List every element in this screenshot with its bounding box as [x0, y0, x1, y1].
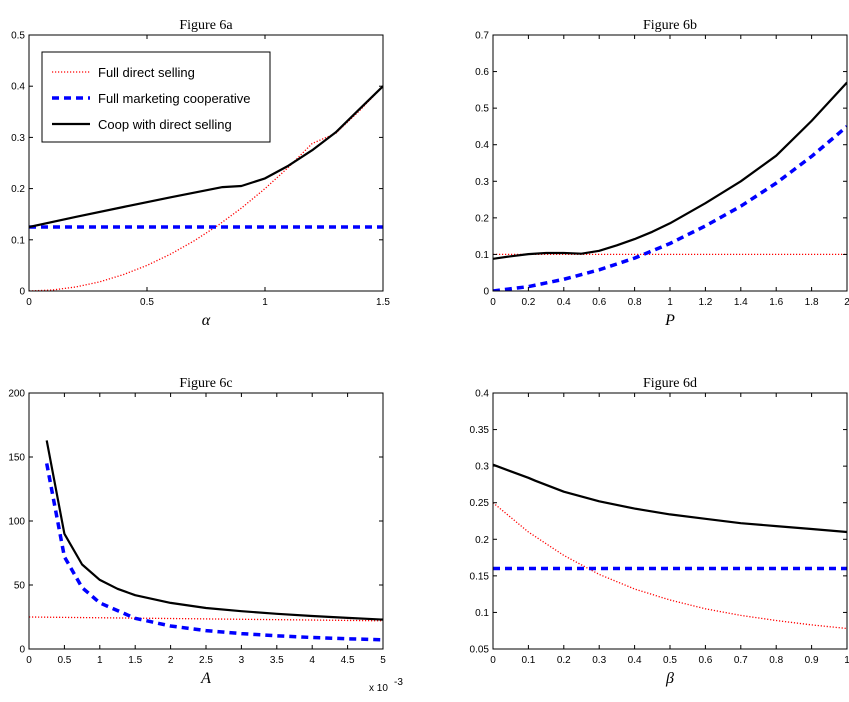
legend-label-full-marketing-cooperative: Full marketing cooperative [98, 91, 250, 106]
y-tick-label-a: 0.3 [11, 133, 25, 144]
y-tick-label-b: 0 [483, 287, 489, 298]
y-tick-label-b: 0.7 [475, 31, 489, 42]
x-tick-label-d: 1 [844, 655, 849, 666]
y-tick-label-d: 0.25 [470, 498, 490, 509]
x-tick-label-b: 0.2 [521, 297, 535, 308]
x-tick-label-c: 2 [168, 655, 174, 666]
x-tick-label-d: 0.5 [663, 655, 677, 666]
chart-title-c: Figure 6c [179, 376, 232, 391]
y-tick-label-b: 0.6 [475, 67, 489, 78]
x-tick-label-c: 2.5 [199, 655, 213, 666]
series-group-b [493, 81, 847, 291]
x-tick-label-d: 0.4 [628, 655, 642, 666]
axes-frame-c [28, 392, 384, 650]
x-tick-label-b: 1.2 [698, 297, 712, 308]
series-line-c-full-marketing-cooperative [44, 463, 383, 642]
series-line-c-full-direct-selling [29, 616, 383, 622]
x-axis-label-d: β [665, 670, 674, 687]
x-axis-exponent-c: x 10 [369, 683, 388, 694]
panel-d: Figure 6d 0 0.1 0.2 0.3 0.4 0.5 0.6 0.7 0.8 0.9 1 0.… [470, 376, 849, 687]
series-line-b-full-marketing-cooperative [493, 125, 847, 291]
y-tick-label-c: 200 [8, 389, 25, 400]
y-tick-label-b: 0.2 [475, 213, 489, 224]
y-tick-label-c: 0 [19, 645, 25, 656]
y-tick-label-c: 150 [8, 453, 25, 464]
series-line-d-coop-with-direct-selling [493, 463, 847, 534]
y-tick-label-a: 0.1 [11, 235, 25, 246]
y-tick-label-d: 0.4 [475, 389, 489, 400]
legend-label-full-direct-selling: Full direct selling [98, 65, 195, 80]
series-line-d-full-direct-selling [493, 502, 847, 630]
x-tick-label-b: 1.4 [734, 297, 748, 308]
x-tick-label-b: 0 [490, 297, 496, 308]
y-tick-label-a: 0 [19, 287, 25, 298]
x-tick-label-b: 1 [667, 297, 673, 308]
x-tick-label-c: 5 [380, 655, 386, 666]
chart-title-b: Figure 6b [643, 18, 697, 33]
y-tick-label-d: 0.15 [470, 571, 490, 582]
y-tick-label-d: 0.05 [470, 645, 490, 656]
x-tick-label-a: 1 [262, 297, 268, 308]
x-tick-label-d: 0.2 [557, 655, 571, 666]
series-group-c [29, 440, 383, 642]
series-group-a [29, 85, 383, 291]
x-tick-label-b: 0.4 [557, 297, 571, 308]
y-tick-label-d: 0.1 [475, 608, 489, 619]
y-tick-label-d: 0.35 [470, 425, 490, 436]
legend: Full direct selling Full marketing cooper… [41, 51, 271, 143]
panel-b: Figure 6b 0 0.2 0.4 0.6 0.8 1 1.2 1.4 1.6 1.8 2 0 0.1… [475, 18, 849, 329]
x-tick-label-d: 0.7 [734, 655, 748, 666]
y-tick-label-b: 0.3 [475, 177, 489, 188]
y-tick-label-b: 0.5 [475, 104, 489, 115]
x-tick-label-c: 1.5 [128, 655, 142, 666]
x-tick-label-d: 0.6 [698, 655, 712, 666]
x-tick-label-a: 1.5 [376, 297, 390, 308]
y-tick-label-a: 0.2 [11, 184, 25, 195]
series-line-a-coop-with-direct-selling [29, 85, 383, 229]
series-group-d [493, 463, 847, 630]
x-tick-label-c: 3 [239, 655, 245, 666]
axes-frame-d [492, 392, 848, 650]
x-axis-label-c: A [200, 670, 211, 687]
x-tick-label-b: 0.8 [628, 297, 642, 308]
legend-label-coop-with-direct-selling: Coop with direct selling [98, 117, 232, 132]
chart-title-a: Figure 6a [179, 18, 233, 33]
x-tick-label-c: 0.5 [57, 655, 71, 666]
x-axis-exponent-power-c: -3 [394, 677, 403, 688]
x-tick-label-c: 0 [26, 655, 32, 666]
x-tick-label-b: 2 [844, 297, 849, 308]
x-tick-label-c: 3.5 [270, 655, 284, 666]
x-tick-label-d: 0.8 [769, 655, 783, 666]
series-line-b-coop-with-direct-selling [493, 81, 847, 260]
x-tick-label-d: 0.1 [521, 655, 535, 666]
x-tick-label-a: 0 [26, 297, 32, 308]
x-tick-label-c: 1 [97, 655, 103, 666]
y-tick-label-a: 0.4 [11, 82, 25, 93]
y-tick-label-d: 0.3 [475, 462, 489, 473]
x-tick-label-b: 1.8 [805, 297, 819, 308]
y-tick-label-b: 0.4 [475, 140, 489, 151]
y-tick-label-b: 0.1 [475, 250, 489, 261]
chart-title-d: Figure 6d [643, 376, 697, 391]
y-tick-label-d: 0.2 [475, 535, 489, 546]
y-tick-label-a: 0.5 [11, 31, 25, 42]
x-axis-label-a: α [202, 312, 211, 329]
series-line-c-coop-with-direct-selling [45, 440, 383, 621]
axes-frame-a [28, 34, 384, 292]
y-tick-label-c: 100 [8, 517, 25, 528]
x-tick-label-d: 0.9 [805, 655, 819, 666]
x-tick-label-a: 0.5 [140, 297, 154, 308]
x-tick-label-b: 0.6 [592, 297, 606, 308]
x-tick-label-d: 0.3 [592, 655, 606, 666]
x-tick-label-c: 4.5 [341, 655, 355, 666]
panel-a: Figure 6a 0 0.5 1 1.5 0 0.1 0.2 0.3 0.4 0.5 α [11, 18, 390, 329]
x-tick-label-d: 0 [490, 655, 496, 666]
y-tick-label-c: 50 [14, 581, 26, 592]
x-tick-label-c: 4 [309, 655, 315, 666]
panel-c: Figure 6c0 0.5 1 1.5 2 2.5 3 3.5 4 4.5 50501001502… [8, 376, 403, 694]
x-tick-label-b: 1.6 [769, 297, 783, 308]
x-axis-label-b: P [664, 312, 675, 329]
